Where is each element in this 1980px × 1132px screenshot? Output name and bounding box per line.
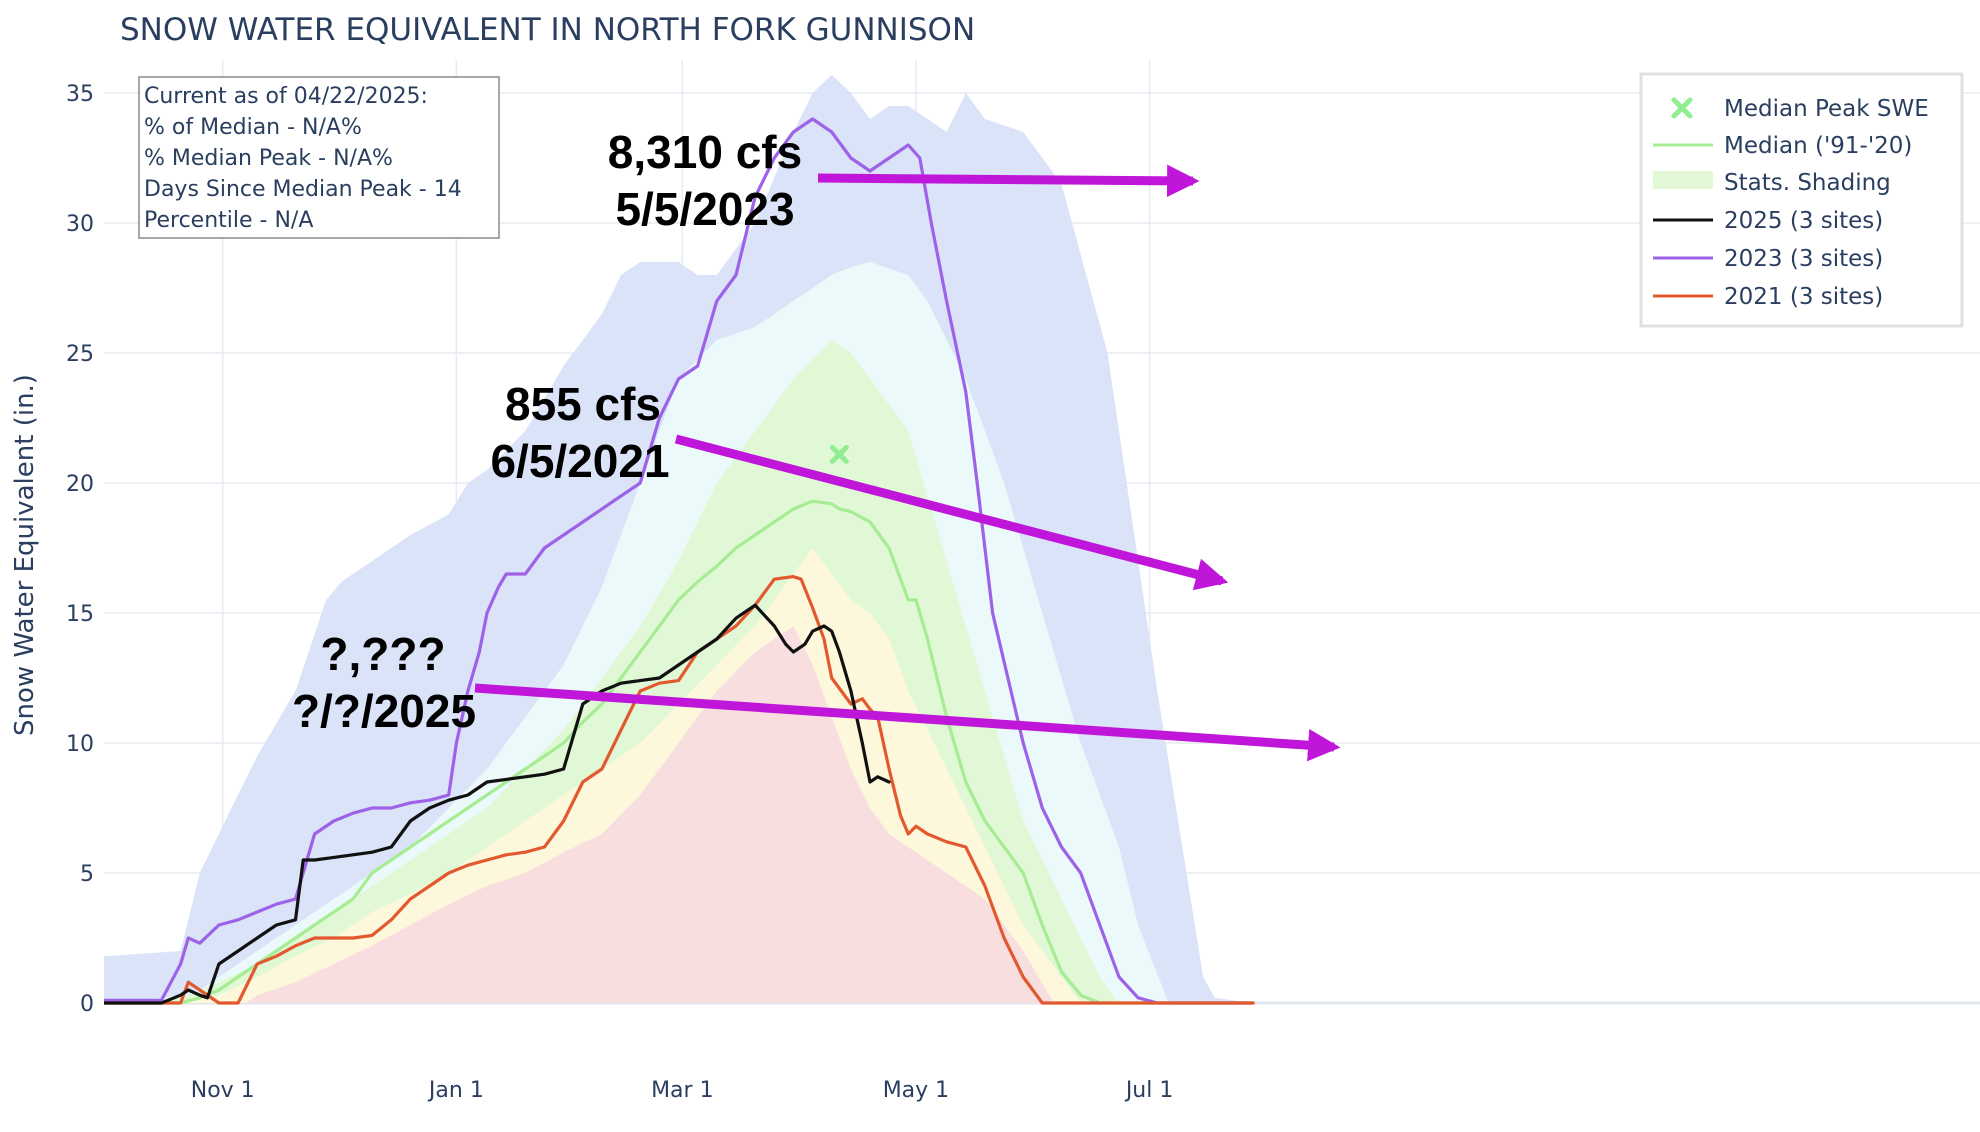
y-tick-label: 10 <box>66 732 94 757</box>
annotation-2025-date: ?/?/2025 <box>292 685 476 737</box>
legend-label-stats-shading: Stats. Shading <box>1724 170 1891 196</box>
median-peak-marker-icon <box>1671 97 1693 119</box>
annotation-2023-arrow <box>817 164 1200 197</box>
annotation-2023-date: 5/5/2023 <box>615 183 794 235</box>
series-line-median-91-20 <box>104 499 1255 1005</box>
x-tick-label: Nov 1 <box>191 1078 255 1103</box>
series-line-2025-3-sites <box>104 603 891 1005</box>
legend-item-median-peak[interactable]: Median Peak SWE <box>1671 96 1929 122</box>
info-line-pct-median-peak: % Median Peak - N/A% <box>144 146 393 171</box>
annotation-2021-arrow <box>674 434 1229 591</box>
annotation-2021-date: 6/5/2021 <box>490 435 669 487</box>
x-axis-ticks: Nov 1 Jan 1 Mar 1 May 1 Jul 1 <box>191 1078 1174 1103</box>
legend-label-median: Median ('91-'20) <box>1724 133 1912 159</box>
annotation-2021-flow: 855 cfs <box>505 378 661 430</box>
legend-item-2025[interactable]: 2025 (3 sites) <box>1653 208 1883 234</box>
stats-shading-bands <box>104 74 1253 1004</box>
y-tick-label: 15 <box>66 602 94 627</box>
y-tick-label: 5 <box>80 862 94 887</box>
series-line-2023-3-sites <box>104 117 1255 1005</box>
legend-label-2023: 2023 (3 sites) <box>1724 246 1883 272</box>
info-line-days-since-peak: Days Since Median Peak - 14 <box>144 177 462 202</box>
median-peak-layer <box>829 444 849 464</box>
y-axis-title: Snow Water Equivalent (in.) <box>10 374 40 736</box>
median-peak-marker <box>829 444 849 464</box>
y-tick-label: 25 <box>66 342 94 367</box>
annotation-2025: ?,??? ?/?/2025 <box>292 628 1341 762</box>
x-tick-label: Jan 1 <box>427 1078 484 1103</box>
y-tick-label: 0 <box>80 992 94 1017</box>
legend-item-2021[interactable]: 2021 (3 sites) <box>1653 284 1883 310</box>
y-tick-label: 20 <box>66 472 94 497</box>
x-tick-label: May 1 <box>883 1078 949 1103</box>
legend-label-2021: 2021 (3 sites) <box>1724 284 1883 310</box>
legend-item-2023[interactable]: 2023 (3 sites) <box>1653 246 1883 272</box>
y-tick-label: 30 <box>66 212 94 237</box>
x-tick-label: Mar 1 <box>651 1078 714 1103</box>
annotation-2025-arrow <box>474 683 1341 762</box>
band-p30 <box>104 626 1253 1003</box>
chart-title: SNOW WATER EQUIVALENT IN NORTH FORK GUNN… <box>120 12 975 48</box>
legend-label-2025: 2025 (3 sites) <box>1724 208 1883 234</box>
annotation-2023-flow: 8,310 cfs <box>608 126 802 178</box>
info-line-percentile: Percentile - N/A <box>144 208 313 233</box>
annotation-2025-flow: ?,??? <box>320 628 445 680</box>
legend-item-stats-shading[interactable]: Stats. Shading <box>1653 170 1891 196</box>
info-box: Current as of 04/22/2025: % of Median - … <box>138 76 500 239</box>
y-tick-label: 35 <box>66 82 94 107</box>
legend-label-median-peak: Median Peak SWE <box>1724 96 1929 122</box>
x-tick-label: Jul 1 <box>1124 1078 1174 1103</box>
stats-shading-swatch <box>1653 171 1713 189</box>
series-line-2021-3-sites <box>104 574 1255 1005</box>
legend-item-median[interactable]: Median ('91-'20) <box>1653 133 1912 159</box>
info-line-current: Current as of 04/22/2025: <box>144 84 428 109</box>
legend: Median Peak SWE Median ('91-'20) Stats. … <box>1639 72 1964 328</box>
y-axis-ticks: 0 5 10 15 20 25 30 35 <box>66 82 94 1017</box>
series-lines <box>104 117 1255 1005</box>
annotation-2023: 8,310 cfs 5/5/2023 <box>608 126 1200 235</box>
annotation-2021: 855 cfs 6/5/2021 <box>490 378 1229 591</box>
info-line-pct-median: % of Median - N/A% <box>144 115 362 140</box>
